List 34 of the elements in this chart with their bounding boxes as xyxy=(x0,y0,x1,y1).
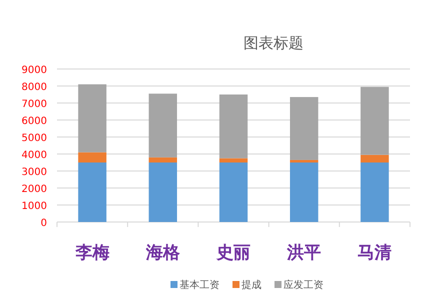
legend-label: 应发工资 xyxy=(284,279,324,291)
x-tick-label: 李梅 xyxy=(74,243,110,263)
bar xyxy=(148,162,178,222)
y-tick-label: 2000 xyxy=(22,184,47,195)
x-tick-label: 史丽 xyxy=(216,243,250,263)
x-tick-label: 马清 xyxy=(358,243,392,263)
y-tick-label: 8000 xyxy=(22,82,47,93)
bar xyxy=(148,157,178,162)
y-tick-label: 1000 xyxy=(22,201,47,212)
bar xyxy=(219,158,248,162)
bar xyxy=(78,152,106,162)
y-tick-label: 6000 xyxy=(22,116,47,127)
y-tick-label: 4000 xyxy=(22,150,47,161)
bar xyxy=(219,94,248,158)
chart-title: 图表标题 xyxy=(244,34,304,52)
bar xyxy=(290,97,318,160)
bar xyxy=(290,162,318,222)
bar xyxy=(360,86,389,155)
bar xyxy=(148,94,178,158)
bar xyxy=(78,162,106,222)
y-tick-label: 9000 xyxy=(22,65,47,76)
bar xyxy=(219,162,248,222)
legend-label: 基本工资 xyxy=(180,279,220,291)
y-tick-label: 0 xyxy=(40,218,47,229)
bar xyxy=(290,160,318,162)
bar xyxy=(78,84,106,152)
x-tick-label: 洪平 xyxy=(286,243,322,263)
y-tick-label: 7000 xyxy=(22,99,47,110)
y-tick-label: 3000 xyxy=(22,167,47,178)
bar xyxy=(360,162,389,222)
bar xyxy=(360,154,389,162)
legend-label: 提成 xyxy=(242,279,262,291)
y-tick-label: 5000 xyxy=(22,133,47,144)
x-tick-label: 海格 xyxy=(144,243,181,263)
